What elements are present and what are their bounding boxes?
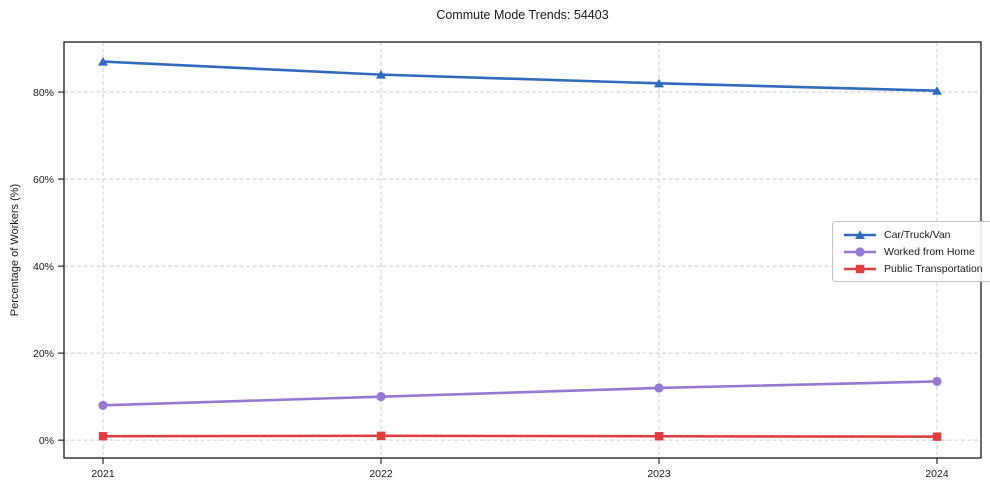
triangle-marker-icon <box>844 229 876 239</box>
legend-entry-public-transportation: Public Transportation <box>836 260 990 277</box>
data-point <box>376 431 386 441</box>
data-point <box>654 432 664 441</box>
data-point <box>98 56 108 66</box>
square-marker-icon <box>844 264 876 273</box>
x-tick-label: 2022 <box>369 468 393 480</box>
data-point <box>932 432 942 441</box>
y-tick-label: 40% <box>33 261 54 273</box>
chart-title: Commute Mode Trends: 54403 <box>436 8 609 22</box>
legend-label: Worked from Home <box>884 245 975 258</box>
data-point <box>376 392 386 402</box>
data-point <box>654 383 664 393</box>
legend-label: Car/Truck/Van <box>884 228 951 241</box>
circle-marker-icon <box>844 246 876 257</box>
data-point <box>654 78 664 88</box>
y-tick-label: 0% <box>39 435 54 447</box>
series-line <box>101 434 939 438</box>
series-line <box>101 60 939 93</box>
y-tick-label: 80% <box>33 87 54 99</box>
legend-label: Public Transportation <box>884 262 983 275</box>
data-point <box>98 400 108 410</box>
data-point <box>932 86 942 95</box>
data-point <box>98 432 108 441</box>
x-tick-label: 2023 <box>647 468 671 480</box>
y-tick-label: 60% <box>33 174 54 186</box>
legend-entry-car-truck-van: Car/Truck/Van <box>836 226 990 243</box>
tick-marks <box>58 91 938 464</box>
axes-background <box>64 42 981 458</box>
data-point <box>932 376 942 387</box>
series-line <box>101 380 939 407</box>
legend: Car/Truck/Van Worked from Home Public Tran… <box>832 221 990 282</box>
y-tick-label: 20% <box>33 348 54 360</box>
gridlines <box>64 42 981 458</box>
legend-entry-worked-from-home: Worked from Home <box>836 243 990 260</box>
x-tick-label: 2024 <box>925 468 949 480</box>
series-public-transportation <box>98 431 942 441</box>
series-car-truck-van <box>98 56 942 95</box>
x-tick-label: 2021 <box>91 468 115 480</box>
data-point <box>376 70 386 79</box>
series-worked-from-home <box>98 376 942 410</box>
